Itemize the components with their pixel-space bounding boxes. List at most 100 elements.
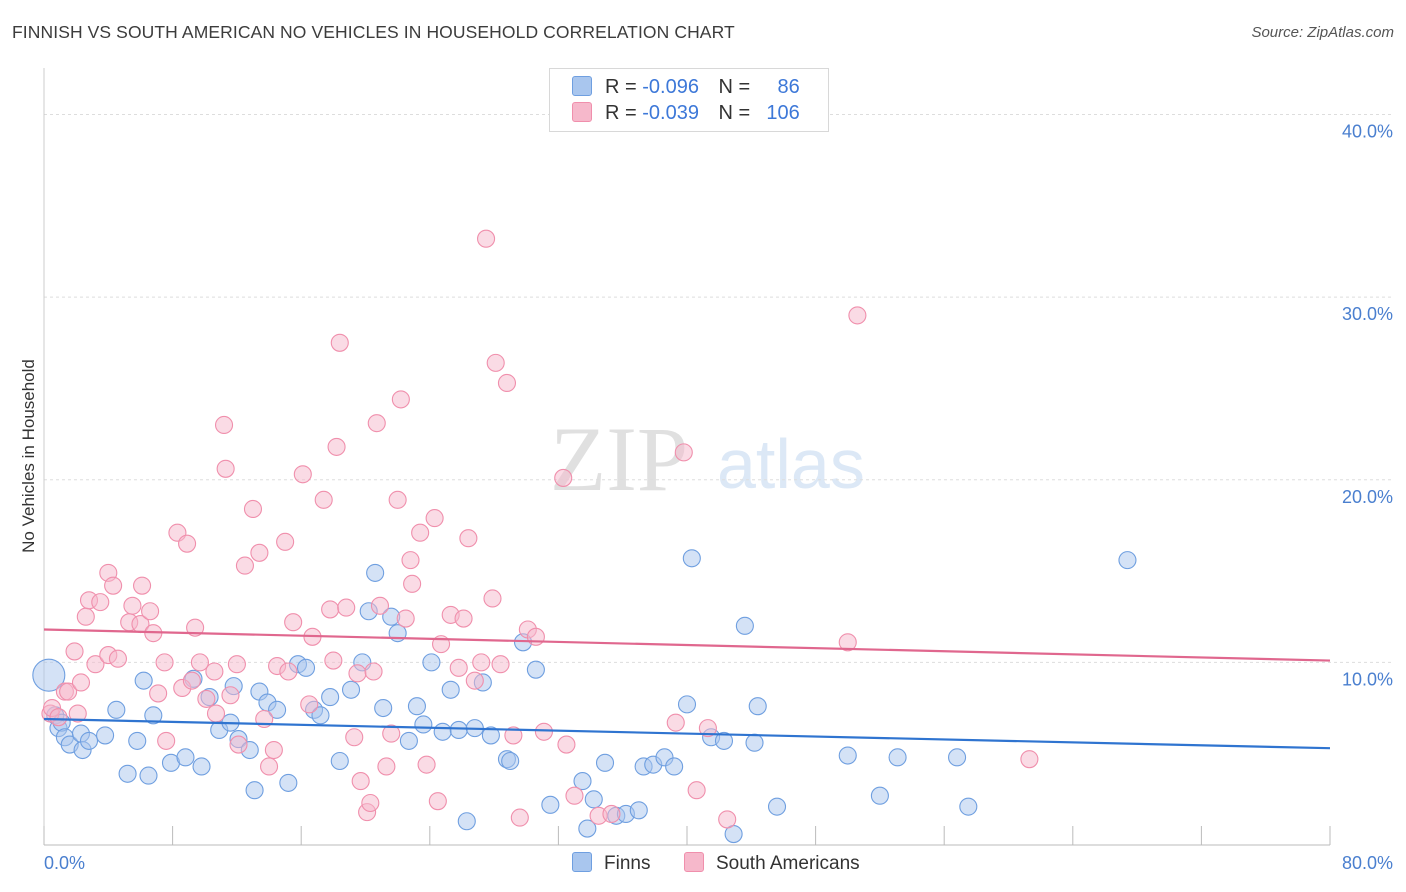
finns-point — [948, 748, 967, 767]
south-americans-point — [227, 655, 246, 674]
south-americans-point — [182, 671, 201, 690]
south-americans-point — [259, 757, 279, 776]
south-americans-point — [324, 651, 343, 670]
x-tick-label: 0.0% — [44, 853, 85, 873]
legend-n-label: N = — [718, 76, 751, 98]
x-tick-label: 80.0% — [1342, 853, 1393, 873]
south-americans-point — [388, 490, 407, 509]
finns-point — [481, 726, 500, 745]
finns-point — [501, 751, 520, 771]
south-americans-point — [425, 509, 444, 528]
legend-r-label: R = — [605, 76, 637, 98]
finns-point — [176, 748, 195, 767]
south-americans-point — [206, 704, 226, 723]
south-americans-point — [314, 490, 333, 509]
south-americans-point — [565, 786, 584, 805]
finns-point — [144, 706, 163, 725]
south-americans-point — [504, 726, 523, 745]
south-americans-point — [417, 755, 436, 774]
south-americans-point — [235, 556, 254, 575]
finns-point — [714, 731, 734, 750]
south-americans-point — [186, 618, 205, 637]
finns-point — [79, 731, 99, 750]
south-americans-point — [345, 728, 364, 747]
south-americans-point — [510, 808, 529, 827]
finns-point — [767, 797, 787, 816]
south-americans-point — [214, 415, 234, 435]
south-americans-point — [534, 722, 553, 741]
south-americans-point — [367, 414, 386, 433]
watermark-atlas: atlas — [717, 425, 865, 503]
south-americans-point — [178, 534, 197, 553]
south-americans-point — [1020, 750, 1039, 769]
south-americans-point — [250, 543, 269, 562]
south-americans-point — [76, 607, 95, 626]
south-americans-point — [491, 655, 510, 674]
legend-r-label: R = — [605, 102, 637, 124]
south-americans-point — [718, 810, 737, 829]
finns-point — [279, 773, 298, 792]
y-tick-labels: 10.0% 20.0% 30.0% 40.0% — [1342, 122, 1393, 690]
south-americans-point — [264, 740, 283, 760]
south-americans-point — [459, 529, 478, 548]
finns-point — [449, 720, 468, 740]
south-americans-point — [279, 662, 298, 681]
finns-point — [330, 751, 349, 771]
finns-point — [414, 715, 433, 734]
south-americans-point — [848, 306, 867, 325]
south-americans-point — [554, 468, 573, 487]
finns-point — [128, 731, 147, 750]
south-americans-point — [687, 781, 706, 800]
south-americans-trend-line — [43, 628, 1331, 662]
finns-point — [665, 757, 684, 776]
south-americans-point — [104, 576, 123, 595]
finns-point — [838, 746, 857, 765]
south-americans-legend-label: South Americans — [716, 853, 860, 874]
finns-point — [422, 653, 441, 672]
south-americans-point — [133, 576, 152, 595]
legend-r-value: -0.096 — [642, 76, 699, 98]
south-americans-point — [382, 724, 401, 743]
south-americans-point — [108, 649, 127, 668]
south-americans-point — [321, 600, 340, 619]
finns-point — [321, 688, 340, 707]
south-americans-point — [477, 229, 496, 248]
south-americans-point — [68, 704, 87, 723]
south-americans-point — [377, 757, 396, 776]
finns-point — [888, 748, 907, 767]
watermark: ZIP atlas — [550, 408, 865, 510]
south-americans-point — [364, 662, 383, 681]
finns-point — [677, 695, 697, 714]
source-label: Source: ZipAtlas.com — [1251, 24, 1394, 41]
finns-point — [433, 722, 452, 741]
y-tick-label: 20.0% — [1342, 487, 1393, 507]
south-americans-point — [157, 731, 176, 750]
south-americans-point — [59, 682, 78, 701]
finns-point — [682, 549, 701, 568]
south-americans-point — [293, 465, 312, 484]
bottom-legend-finns[interactable]: Finns — [572, 852, 650, 875]
bottom-legend-south-americans[interactable]: South Americans — [684, 852, 860, 875]
south-americans-point — [243, 499, 263, 519]
south-americans-point — [91, 593, 110, 612]
finns-point — [407, 697, 426, 716]
finns-point — [748, 697, 767, 716]
legend-n-value: 106 — [766, 102, 800, 124]
south-americans-point — [698, 719, 717, 738]
south-americans-point — [449, 658, 468, 677]
series-south-americans — [41, 229, 1039, 829]
finns-point — [139, 766, 158, 785]
finns-point — [399, 731, 418, 750]
south-americans-point — [674, 443, 693, 462]
finns-point — [578, 819, 597, 838]
south-americans-point — [483, 589, 502, 608]
south-americans-point — [190, 653, 209, 672]
finns-point — [245, 781, 264, 800]
south-americans-point — [411, 523, 430, 542]
finns-point — [959, 797, 978, 816]
south-americans-point — [337, 598, 356, 617]
finns-point — [441, 680, 460, 699]
watermark-zip: ZIP — [550, 408, 688, 510]
legend-n-label: N = — [718, 102, 751, 124]
